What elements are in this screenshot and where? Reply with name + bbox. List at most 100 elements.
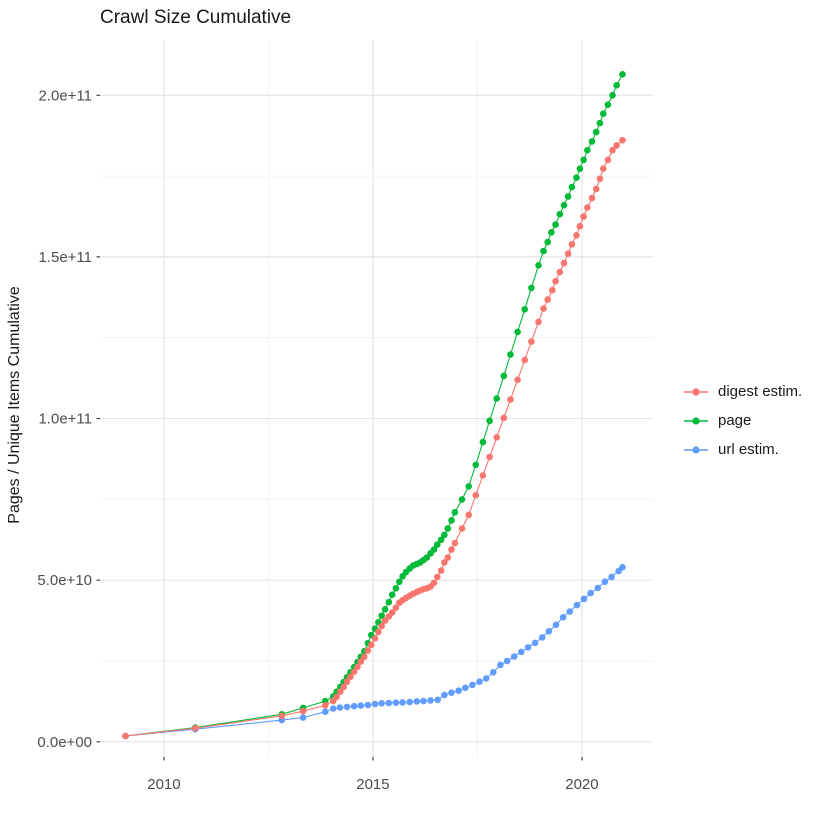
data-point-page: [580, 156, 587, 164]
data-point-digest-estim-: [568, 241, 576, 248]
data-point-page: [592, 128, 600, 136]
data-point-digest-estim-: [609, 146, 616, 154]
data-point-digest-estim-: [486, 453, 493, 461]
y-tick-label: 5.0e+10: [37, 572, 92, 589]
data-point-digest-estim-: [278, 712, 286, 720]
data-point-url-estim-: [594, 584, 602, 592]
data-point-page: [600, 110, 607, 117]
data-point-digest-estim-: [588, 194, 596, 202]
data-point-digest-estim-: [604, 156, 612, 164]
data-point-digest-estim-: [451, 539, 459, 547]
data-point-page: [576, 165, 584, 172]
data-point-url-estim-: [350, 702, 358, 710]
data-point-digest-estim-: [507, 396, 514, 403]
data-point-url-estim-: [441, 691, 448, 699]
data-point-url-estim-: [580, 595, 588, 603]
data-point-page: [548, 229, 555, 236]
data-point-digest-estim-: [613, 142, 620, 149]
data-point-page: [535, 262, 542, 269]
data-point-page: [604, 101, 612, 108]
data-point-digest-estim-: [500, 414, 508, 422]
data-point-url-estim-: [538, 634, 546, 641]
data-point-digest-estim-: [441, 559, 448, 566]
y-tick-label: 0.0e+00: [37, 734, 92, 751]
data-point-page: [573, 174, 580, 181]
data-point-digest-estim-: [544, 296, 551, 303]
data-point-url-estim-: [482, 675, 490, 682]
data-point-page: [540, 247, 547, 255]
data-point-digest-estim-: [364, 647, 372, 654]
data-point-page: [507, 351, 514, 358]
data-point-digest-estim-: [600, 165, 607, 172]
data-point-url-estim-: [524, 644, 532, 651]
data-point-url-estim-: [455, 687, 462, 694]
data-point-digest-estim-: [347, 673, 354, 681]
legend-label-digest-estim: digest estim.: [718, 383, 803, 400]
data-point-digest-estim-: [437, 567, 445, 574]
x-tick-label: 2010: [147, 776, 180, 793]
chart-title: Crawl Size Cumulative: [100, 7, 292, 28]
data-point-url-estim-: [559, 614, 567, 621]
data-point-digest-estim-: [388, 609, 396, 616]
y-tick-label: 1.5e+11: [38, 249, 92, 266]
data-point-page: [479, 438, 487, 446]
data-point-url-estim-: [469, 681, 476, 689]
data-point-digest-estim-: [560, 259, 568, 267]
legend-item-url-estim: url estim.: [683, 435, 802, 464]
data-point-page: [392, 585, 400, 592]
data-point-digest-estim-: [368, 641, 375, 649]
data-point-page: [584, 146, 591, 154]
data-point-url-estim-: [406, 698, 414, 706]
data-point-page: [552, 221, 559, 228]
data-point-digest-estim-: [343, 678, 351, 685]
data-point-page: [528, 284, 535, 292]
data-point-url-estim-: [503, 657, 511, 665]
data-point-digest-estim-: [299, 707, 307, 715]
data-point-url-estim-: [420, 697, 427, 705]
data-point-url-estim-: [490, 669, 497, 676]
data-point-page: [448, 517, 455, 524]
data-point-page: [500, 372, 508, 380]
data-point-url-estim-: [619, 563, 626, 571]
data-point-digest-estim-: [493, 434, 501, 441]
data-point-url-estim-: [587, 589, 594, 597]
data-point-url-estim-: [357, 702, 365, 709]
data-point-digest-estim-: [549, 286, 556, 294]
data-point-page: [521, 306, 528, 313]
data-point-digest-estim-: [322, 702, 329, 709]
data-point-digest-estim-: [350, 668, 358, 675]
data-point-digest-estim-: [354, 663, 361, 671]
data-point-url-estim-: [601, 578, 609, 586]
data-point-page: [434, 541, 441, 548]
data-point-url-estim-: [299, 714, 307, 721]
data-point-url-estim-: [336, 704, 344, 711]
data-point-page: [596, 119, 604, 127]
data-point-digest-estim-: [479, 472, 487, 479]
data-point-digest-estim-: [552, 277, 559, 285]
data-point-page: [430, 546, 438, 553]
data-point-digest-estim-: [521, 356, 528, 364]
data-point-digest-estim-: [375, 628, 382, 636]
data-point-url-estim-: [378, 700, 386, 707]
data-point-digest-estim-: [514, 376, 521, 384]
data-point-digest-estim-: [378, 622, 386, 630]
data-point-digest-estim-: [576, 222, 584, 230]
data-point-digest-estim-: [444, 554, 452, 561]
data-point-url-estim-: [476, 678, 483, 685]
data-point-page: [381, 606, 389, 613]
data-point-digest-estim-: [472, 491, 480, 499]
data-point-page: [609, 92, 616, 99]
data-point-page: [465, 483, 473, 490]
data-point-digest-estim-: [540, 305, 547, 312]
data-point-digest-estim-: [192, 724, 199, 732]
data-point-url-estim-: [552, 621, 560, 629]
data-point-digest-estim-: [528, 338, 535, 345]
legend-key-digest-estim-icon: [684, 387, 708, 396]
data-point-digest-estim-: [556, 268, 564, 276]
data-point-url-estim-: [413, 698, 421, 705]
data-point-digest-estim-: [371, 635, 379, 642]
data-point-url-estim-: [364, 701, 372, 709]
data-point-page: [458, 496, 466, 503]
